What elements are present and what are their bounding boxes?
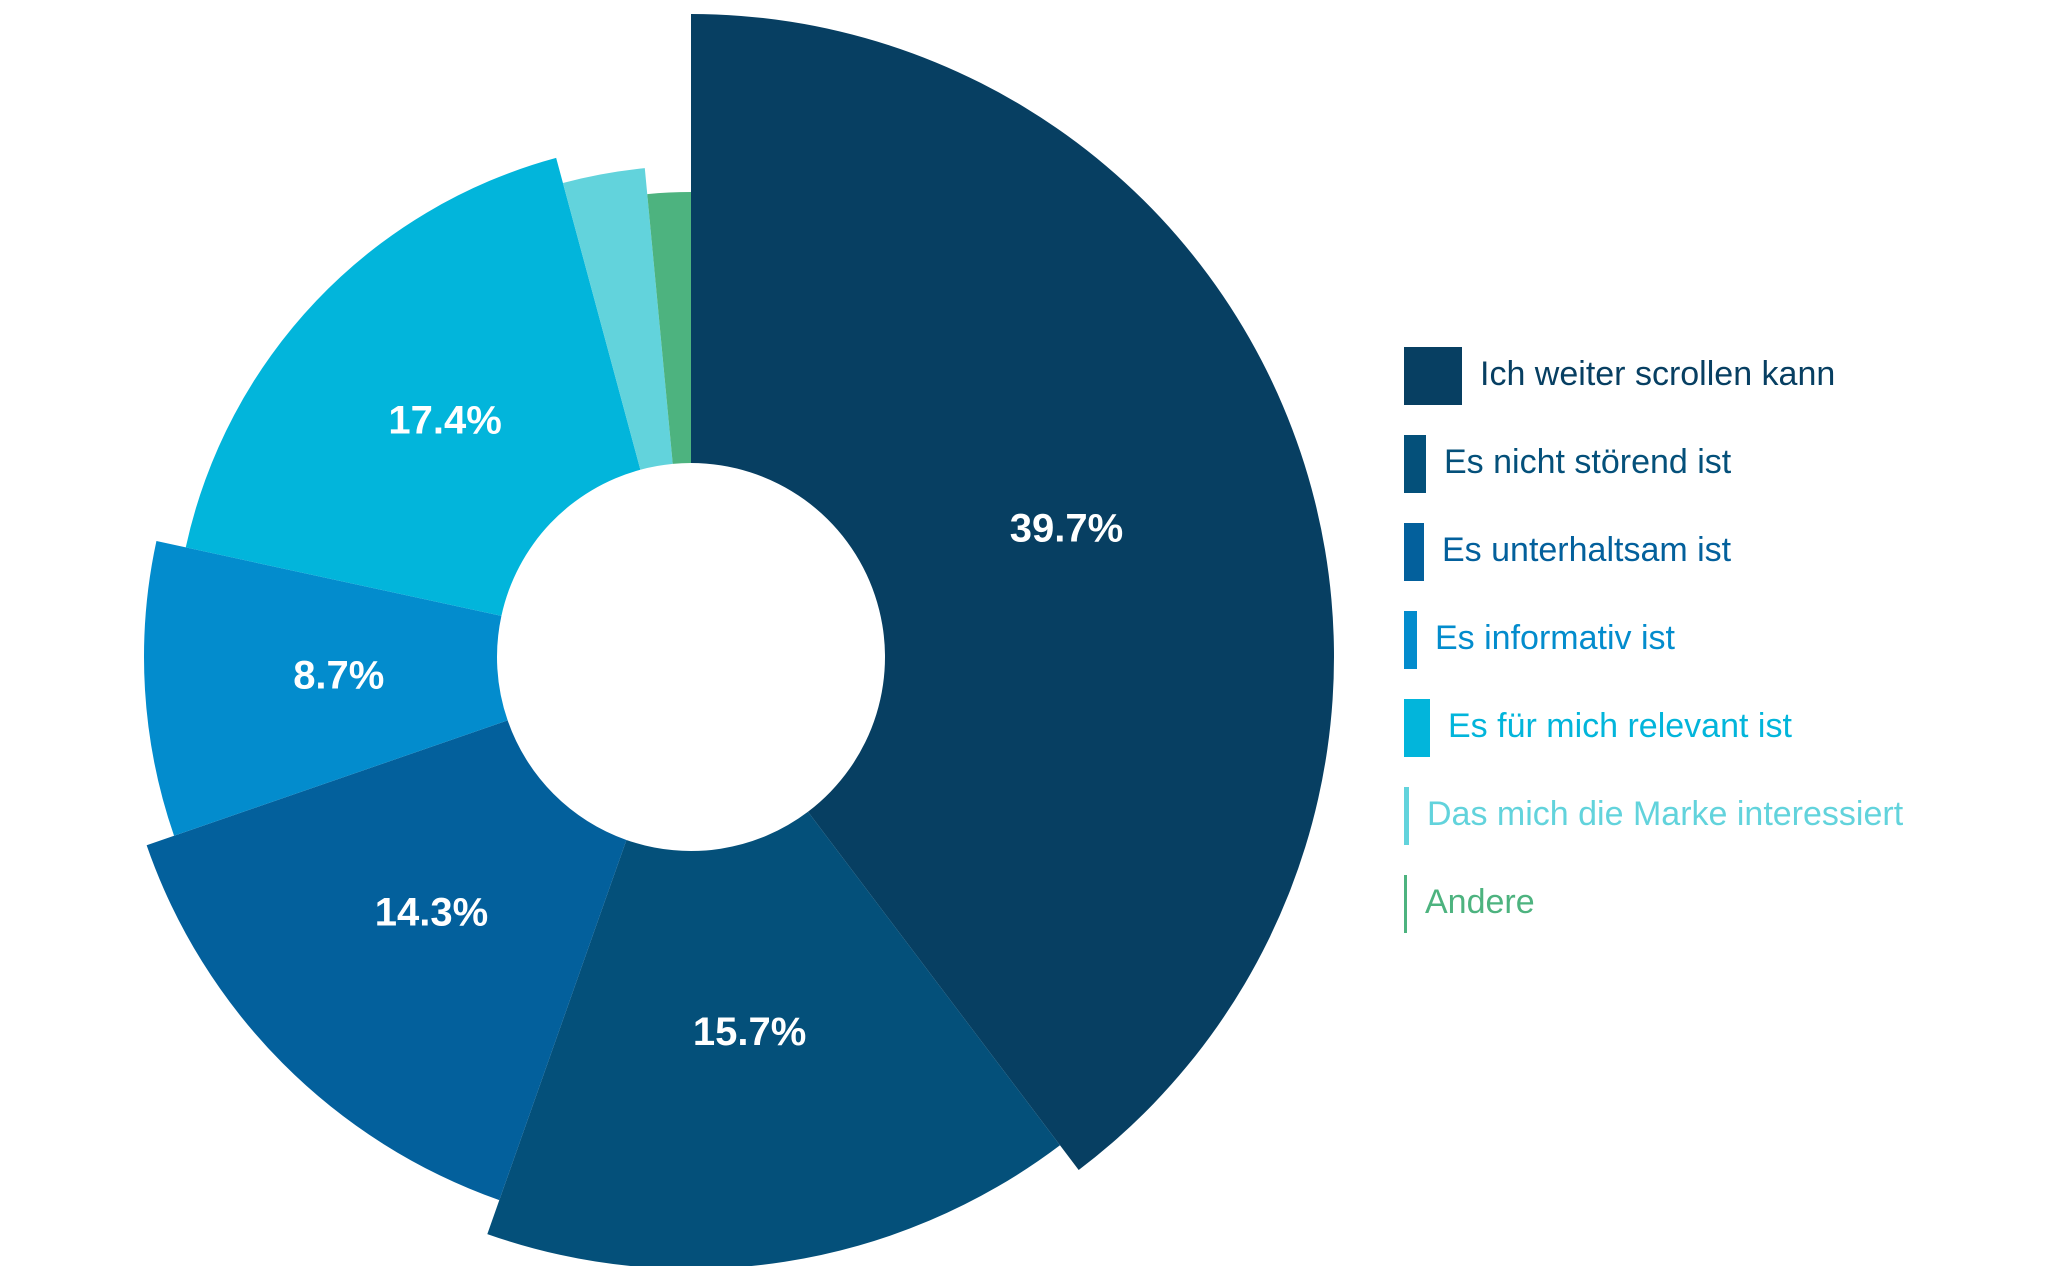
legend-marker (1404, 875, 1407, 933)
slice (647, 192, 691, 464)
slice (146, 720, 627, 1201)
legend-marker (1404, 699, 1430, 757)
value-label: 17.4% (388, 399, 501, 443)
legend-label: Das mich die Marke interessiert (1427, 795, 1904, 833)
slice (487, 811, 1060, 1266)
value-label: 15.7% (693, 1010, 806, 1054)
legend-marker (1404, 787, 1409, 845)
legend-marker (1404, 435, 1426, 493)
legend-marker (1404, 611, 1417, 669)
slice (562, 168, 673, 470)
slice (691, 14, 1334, 1170)
legend-label: Es informativ ist (1435, 619, 1675, 657)
legend-label: Es unterhaltsam ist (1442, 531, 1732, 569)
legend-marker (1404, 523, 1424, 581)
slice (185, 157, 641, 616)
value-label: 14.3% (375, 890, 488, 934)
legend-label: Andere (1425, 883, 1535, 921)
slice (144, 541, 508, 836)
legend-label: Ich weiter scrollen kann (1480, 355, 1835, 393)
legend-label: Es für mich relevant ist (1448, 707, 1792, 745)
value-label: 39.7% (1010, 507, 1123, 551)
value-label: 8.7% (293, 654, 384, 698)
legend-label: Es nicht störend ist (1444, 443, 1732, 481)
legend-marker (1404, 347, 1462, 405)
